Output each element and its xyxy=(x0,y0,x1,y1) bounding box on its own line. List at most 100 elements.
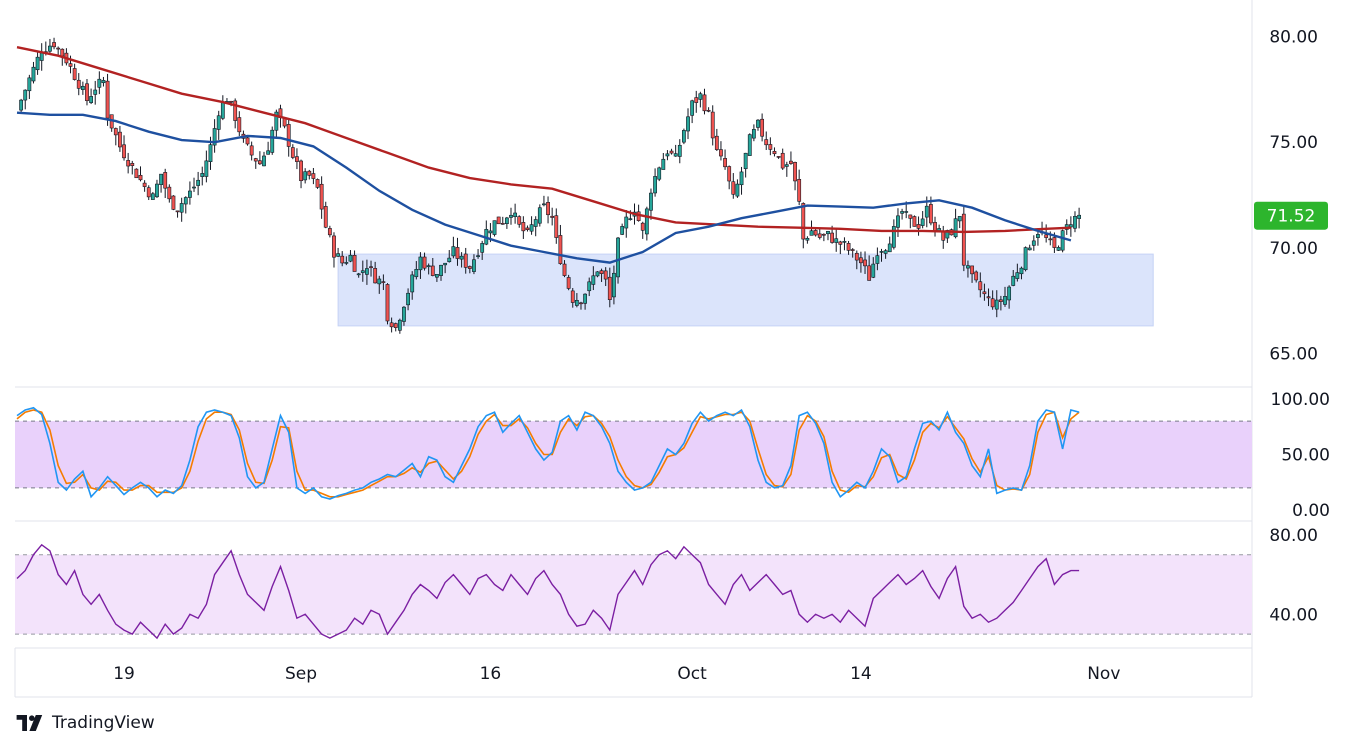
candle-body xyxy=(661,158,666,170)
candle-body xyxy=(290,147,295,158)
candle-body xyxy=(982,291,987,295)
candle-body xyxy=(1073,216,1077,229)
candle-body xyxy=(134,168,139,179)
stoch-k-line xyxy=(16,406,1080,500)
candle-body xyxy=(525,227,530,230)
candle-body xyxy=(1052,237,1057,248)
candle-body xyxy=(1007,286,1012,301)
candle-body xyxy=(854,252,859,261)
candle-body xyxy=(941,231,946,241)
candle-body xyxy=(912,216,917,227)
candle-body xyxy=(488,230,493,234)
candle-body xyxy=(377,278,382,285)
candle-body xyxy=(397,319,402,331)
candle-body xyxy=(1036,234,1040,238)
candle-body xyxy=(871,263,876,278)
time-tick-label: Sep xyxy=(285,664,317,684)
candle-body xyxy=(447,257,452,263)
candle-body xyxy=(998,299,1003,302)
brand[interactable]: TradingView xyxy=(16,710,155,736)
panel-frames xyxy=(14,0,1253,698)
candle-body xyxy=(340,255,345,264)
candle-body xyxy=(463,253,468,268)
candle-body xyxy=(772,151,777,155)
candle-body xyxy=(1011,275,1016,286)
candle-body xyxy=(883,250,888,254)
candle-body xyxy=(426,265,431,268)
candle-body xyxy=(776,156,781,158)
candle-body xyxy=(270,129,275,153)
candle-body xyxy=(348,254,353,262)
candle-body xyxy=(122,144,126,159)
candle-body xyxy=(603,270,608,280)
candle-body xyxy=(1015,272,1020,279)
candle-body xyxy=(1027,247,1032,251)
price-tick-label: 65.00 xyxy=(1269,344,1318,364)
candle-body xyxy=(706,109,711,112)
stoch-axis: 100.00 50.00 0.00 xyxy=(1271,390,1330,521)
candle-body xyxy=(821,233,826,236)
candle-body xyxy=(669,150,674,154)
candle-body xyxy=(1056,247,1061,251)
candle-body xyxy=(640,222,645,231)
candle-body xyxy=(900,211,904,214)
stoch-d-line xyxy=(16,409,1080,498)
candle-body xyxy=(105,80,110,119)
candle-body xyxy=(957,216,962,222)
candle-body xyxy=(694,97,699,103)
time-tick-label: 14 xyxy=(850,664,872,684)
candle-body xyxy=(85,83,89,102)
candles xyxy=(19,37,1082,334)
candle-body xyxy=(842,241,847,243)
candle-body xyxy=(863,259,867,267)
candle-body xyxy=(253,158,258,162)
candle-body xyxy=(760,118,765,137)
candle-body xyxy=(665,153,670,157)
candle-body xyxy=(916,224,921,229)
candle-body xyxy=(554,215,559,238)
candle-body xyxy=(19,99,24,111)
price-tick-label: 75.00 xyxy=(1269,133,1318,153)
candle-body xyxy=(924,205,929,218)
candle-body xyxy=(319,183,324,210)
time-tick-label: Oct xyxy=(677,664,707,684)
brand-name: TradingView xyxy=(52,713,155,733)
candle-body xyxy=(681,130,686,143)
candle-body xyxy=(657,167,662,180)
candle-body xyxy=(89,96,94,103)
candle-body xyxy=(459,255,464,260)
candle-body xyxy=(896,215,900,228)
candle-body xyxy=(27,77,32,92)
last-price-label: 71.52 xyxy=(1267,207,1316,227)
candle-body xyxy=(146,187,151,198)
candle-body xyxy=(644,208,649,235)
candle-body xyxy=(978,281,983,291)
candle-body xyxy=(101,80,106,84)
candle-body xyxy=(867,265,872,281)
candle-body xyxy=(599,270,604,274)
candle-body xyxy=(332,235,336,258)
candle-body xyxy=(155,183,159,198)
candle-body xyxy=(48,45,52,52)
candle-body xyxy=(830,232,835,243)
rsi-tick-label: 40.00 xyxy=(1269,605,1318,625)
candle-body xyxy=(443,262,448,266)
stoch-tick-label: 50.00 xyxy=(1281,446,1330,466)
rsi-axis: 80.00 40.00 xyxy=(1269,526,1318,625)
candle-body xyxy=(735,183,740,197)
candle-body xyxy=(323,206,328,228)
candle-body xyxy=(179,203,184,213)
candle-body xyxy=(789,160,793,164)
candle-body xyxy=(879,251,884,253)
candle-body xyxy=(472,259,476,272)
candle-body xyxy=(579,302,583,305)
candle-body xyxy=(826,230,830,235)
candle-body xyxy=(908,214,913,219)
candle-body xyxy=(97,78,102,88)
candle-body xyxy=(233,100,238,121)
time-axis: 19 Sep 16 Oct 14 Nov xyxy=(113,664,1120,684)
candle-body xyxy=(1048,238,1053,241)
candle-body xyxy=(451,246,456,257)
candle-body xyxy=(262,155,266,167)
candle-body xyxy=(533,219,538,227)
